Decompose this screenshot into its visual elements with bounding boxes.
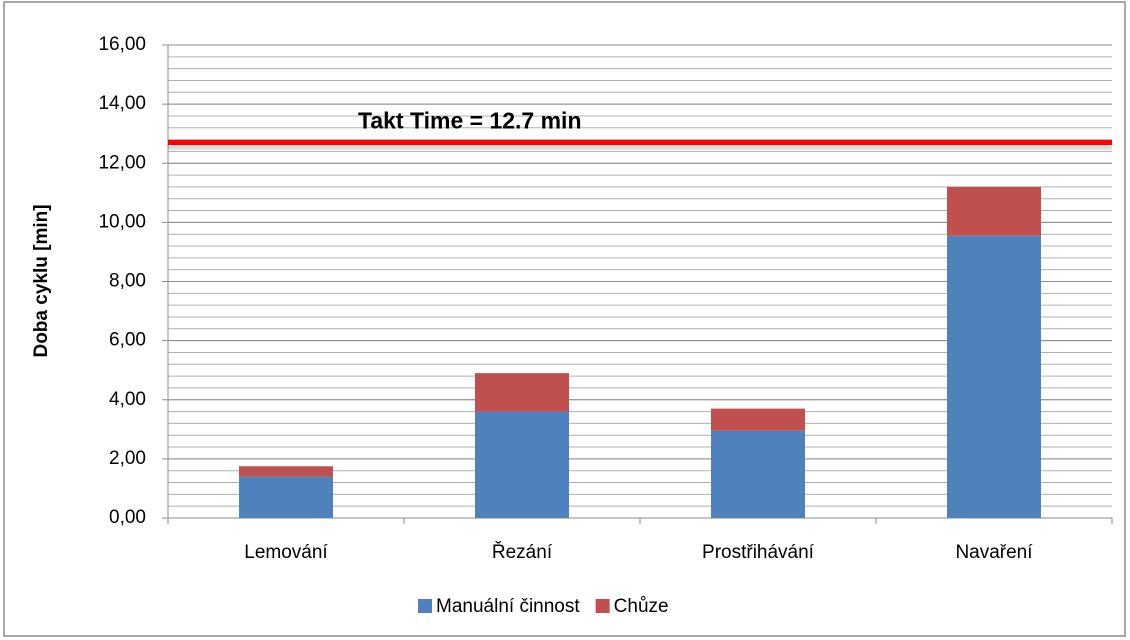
bar-segment (239, 466, 333, 477)
bar-segment (475, 373, 569, 412)
x-tick-label: Řezání (492, 541, 553, 563)
x-tick-label: Lemování (244, 542, 328, 563)
reference-line-label: Takt Time = 12.7 min (358, 108, 582, 134)
y-tick-label: 6,00 (109, 330, 146, 351)
bar-segment (475, 411, 569, 518)
legend-swatch (418, 599, 432, 613)
x-tick-label: Navaření (955, 542, 1033, 563)
y-tick-label: 4,00 (109, 389, 146, 410)
y-axis-label: Doba cyklu [min] (31, 204, 52, 357)
y-tick-label: 12,00 (98, 152, 146, 173)
bar-segment (711, 408, 805, 431)
chart-border (3, 1, 1126, 637)
legend-label: Manuální činnost (436, 596, 580, 617)
bar-segment (947, 235, 1041, 518)
bar-segment (239, 476, 333, 518)
bar-segment (711, 430, 805, 518)
y-tick-label: 14,00 (98, 93, 146, 114)
legend-label: Chůze (614, 596, 669, 617)
y-tick-label: 10,00 (98, 211, 146, 232)
y-tick-label: 8,00 (109, 271, 146, 292)
legend-swatch (595, 599, 610, 613)
y-tick-label: 0,00 (109, 507, 146, 528)
y-tick-label: 2,00 (109, 448, 146, 469)
y-tick-label: 16,00 (98, 34, 146, 55)
bar-segment (947, 186, 1041, 236)
x-tick-label: Prostřihávání (702, 542, 815, 563)
